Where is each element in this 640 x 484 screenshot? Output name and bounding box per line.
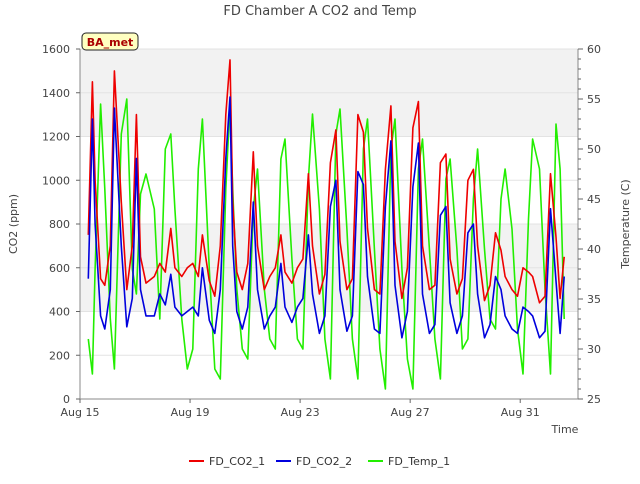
legend-label: FD_CO2_1 xyxy=(209,455,265,468)
y-axis-label: CO2 (ppm) xyxy=(7,194,20,254)
series-line-fd-temp-1 xyxy=(87,98,565,390)
y-tick-label: 1400 xyxy=(42,87,70,100)
legend-label: FD_Temp_1 xyxy=(388,455,450,468)
y2-tick-label: 60 xyxy=(587,43,601,56)
plot-band xyxy=(80,311,578,356)
y-tick-label: 200 xyxy=(49,349,70,362)
legend-label: FD_CO2_2 xyxy=(296,455,352,468)
legend: FD_CO2_1 FD_CO2_2 FD_Temp_1 xyxy=(189,455,450,468)
y-tick-label: 800 xyxy=(49,218,70,231)
y2-tick-label: 30 xyxy=(587,343,601,356)
x-tick-label: Aug 27 xyxy=(391,406,430,419)
series-line-fd-co2-1 xyxy=(87,59,565,304)
plot-band xyxy=(80,49,578,93)
y-tick-label: 400 xyxy=(49,306,70,319)
chart-title: FD Chamber A CO2 and Temp xyxy=(223,4,416,19)
y2-tick-label: 40 xyxy=(587,243,601,256)
y-tick-label: 1200 xyxy=(42,131,70,144)
x-tick-label: Aug 19 xyxy=(171,406,210,419)
y-tick-label: 0 xyxy=(63,393,70,406)
badge-box xyxy=(81,32,139,51)
x-tick-label: Aug 23 xyxy=(281,406,320,419)
plot-band xyxy=(80,92,578,137)
y2-tick-label: 50 xyxy=(587,143,601,156)
series-line-fd-co2-2 xyxy=(87,96,565,339)
plot-band xyxy=(80,136,578,181)
y2-tick-label: 25 xyxy=(587,393,601,406)
y-tick-label: 600 xyxy=(49,262,70,275)
x-axis-label: Time xyxy=(551,423,579,436)
x-tick-label: Aug 31 xyxy=(501,406,540,419)
badge: BA_met xyxy=(81,32,139,51)
y2-tick-label: 55 xyxy=(587,93,601,106)
y-tick-label: 1000 xyxy=(42,174,70,187)
badge-label: BA_met xyxy=(87,36,134,49)
y2-tick-label: 45 xyxy=(587,193,601,206)
y2-tick-label: 35 xyxy=(587,293,601,306)
x-tick-label: Aug 15 xyxy=(61,406,100,419)
axes: 0 200 400 600 800 1000 1200 1400 1600 25 30 35 40 45 5… xyxy=(42,43,601,419)
plot-band xyxy=(80,267,578,312)
y2-axis-label: Temperature (C) xyxy=(619,179,632,269)
series-layer xyxy=(87,59,565,390)
y-tick-label: 1600 xyxy=(42,43,70,56)
plot-band xyxy=(80,355,578,399)
